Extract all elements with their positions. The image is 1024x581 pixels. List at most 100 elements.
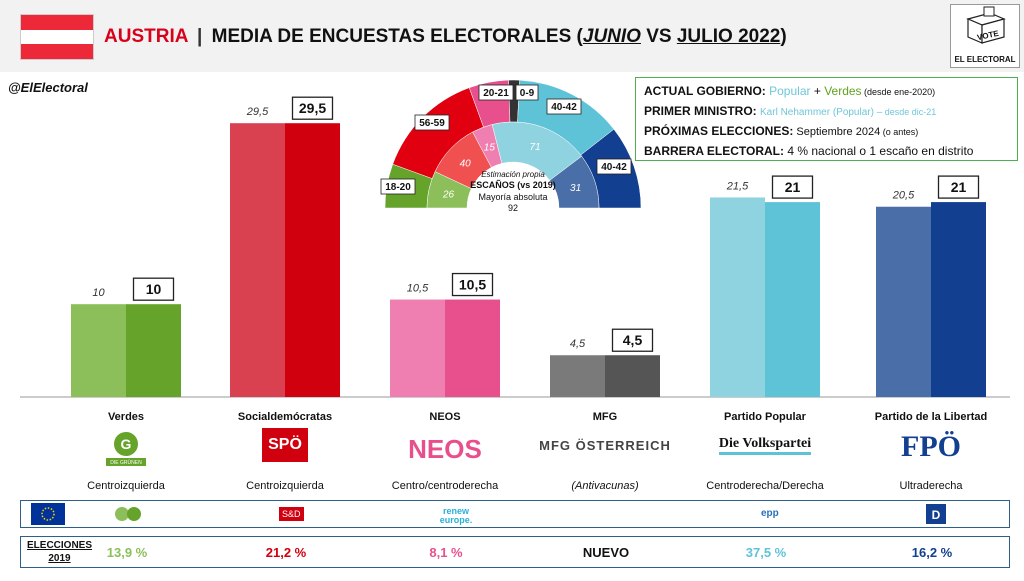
svg-text:G: G xyxy=(121,436,132,452)
result-fpo: 16,2 % xyxy=(911,545,953,560)
next-election-note: (o antes) xyxy=(880,127,919,137)
logo-die-grunen: G DIE GRÜNEN xyxy=(56,430,196,470)
svg-text:D: D xyxy=(932,508,941,522)
hemicycle-inner-label-3: 71 xyxy=(529,142,540,153)
ideology-spo: Centroizquierda xyxy=(246,480,324,492)
pm-since: desde dic-21 xyxy=(882,107,937,117)
bar-junio-4 xyxy=(710,197,765,397)
party-name-fpo: Partido de la Libertad xyxy=(874,411,988,423)
ideology-ovp: Centroderecha/Derecha xyxy=(706,480,824,492)
id-group-icon: D xyxy=(926,504,946,526)
ideology-fpo: Ultraderecha xyxy=(899,480,963,492)
label-box-julio-5 xyxy=(937,175,980,199)
hemicycle-label-box-1 xyxy=(414,114,450,131)
eu-groups-row: S&D renew europe. epp D xyxy=(20,500,1010,528)
title-main: MEDIA DE ENCUESTAS ELECTORALES ( xyxy=(211,26,583,47)
hemicycle-label-box-3 xyxy=(515,84,539,101)
ideology-neos: Centro/centroderecha xyxy=(391,480,499,492)
gov-popular: Popular xyxy=(769,84,811,98)
label-box-julio-3 xyxy=(611,328,654,352)
title-julio: JULIO 2022 xyxy=(676,26,781,47)
hemicycle-outer-label-2: 20-21 xyxy=(483,88,509,99)
label-junio-5: 20,5 xyxy=(892,190,915,202)
svg-text:DIE GRÜNEN: DIE GRÜNEN xyxy=(110,459,142,466)
twitter-handle: @ElElectoral xyxy=(8,80,88,95)
party-name-ovp: Partido Popular xyxy=(724,411,806,423)
hemicycle-label-box-0 xyxy=(380,178,416,195)
label-junio-0: 10 xyxy=(92,287,105,299)
hemicycle-outer-label-4: 40-42 xyxy=(551,102,577,113)
gov-since: (desde ene-2020) xyxy=(861,87,936,97)
hemicycle-outer-label-3: 0-9 xyxy=(520,88,535,99)
title-separator: | xyxy=(197,26,203,47)
logo-volkspartei: Die Volkspartei xyxy=(695,430,835,470)
party-name-neos: NEOS xyxy=(429,411,461,423)
hemicycle-outer-label-0: 18-20 xyxy=(385,182,411,193)
hemicycle-outer-label-1: 56-59 xyxy=(419,118,445,129)
ballot-box-icon xyxy=(966,6,1006,44)
logo-spo: SPÖ xyxy=(215,428,355,470)
bar-junio-1 xyxy=(230,123,285,397)
label-box-julio-1 xyxy=(291,96,334,120)
logo-fpo: FPÖ xyxy=(901,430,961,463)
result-neos: 8,1 % xyxy=(429,545,463,560)
label-julio-4: 21 xyxy=(785,179,801,195)
hemicycle-subtitle: Estimación propia xyxy=(481,170,545,179)
hemicycle-majority-label: Mayoría absoluta xyxy=(478,192,548,202)
header-band: AUSTRIA | MEDIA DE ENCUESTAS ELECTORALES… xyxy=(0,0,1024,72)
bar-julio-4 xyxy=(765,202,820,397)
hemicycle-inner-4 xyxy=(549,155,600,209)
hemicycle-inner-label-2: 15 xyxy=(484,142,496,153)
bar-julio-2 xyxy=(445,299,500,397)
hemicycle-label-box-2 xyxy=(478,84,514,101)
hemicycle-outer-label-5: 40-42 xyxy=(601,162,627,173)
el-electoral-logo: VOTE EL ELECTORAL xyxy=(950,4,1020,68)
ideology-verdes: Centroizquierda xyxy=(87,480,165,492)
sd-group-badge: S&D xyxy=(279,507,304,521)
hemicycle-chart: 26 40 15 71 31 18-20 56-59 20-21 0-9 40-42 40-42 xyxy=(380,79,642,209)
bar-julio-0 xyxy=(126,304,181,397)
result-spo: 21,2 % xyxy=(265,545,307,560)
label-junio-2: 10,5 xyxy=(407,283,429,295)
results-2019-row: ELECCIONES 2019 13,9 % 21,2 % 8,1 % NUEVO… xyxy=(20,536,1010,568)
info-box: ACTUAL GOBIERNO: Popular + Verdes (desde… xyxy=(635,77,1018,161)
title-close: ) xyxy=(780,26,787,47)
label-julio-0: 10 xyxy=(146,281,162,297)
results-label: ELECCIONES 2019 xyxy=(27,540,93,564)
label-junio-4: 21,5 xyxy=(726,180,749,192)
hemicycle-title: ESCAÑOS (vs 2019) xyxy=(470,180,556,190)
title-vs: VS xyxy=(640,26,677,47)
eu-flag-icon xyxy=(31,503,65,527)
label-julio-2: 10,5 xyxy=(459,277,486,293)
hemicycle-inner-label-4: 31 xyxy=(570,183,581,194)
gov-plus: + xyxy=(810,84,825,98)
barrier-label: BARRERA ELECTORAL: xyxy=(644,144,784,158)
title-junio: JUNIO xyxy=(582,26,641,47)
label-julio-3: 4,5 xyxy=(623,332,643,348)
pm-value: Karl Nehammer (Popular) – xyxy=(760,107,883,118)
title-country: AUSTRIA xyxy=(104,26,188,47)
label-box-julio-2 xyxy=(451,272,494,297)
label-julio-1: 29,5 xyxy=(299,100,326,116)
bar-junio-2 xyxy=(390,299,445,397)
pm-label: PRIMER MINISTRO: xyxy=(644,104,757,118)
result-verdes: 13,9 % xyxy=(106,545,148,560)
result-mfg: NUEVO xyxy=(582,545,630,560)
brand-name: EL ELECTORAL xyxy=(954,55,1016,64)
logo-neos: NEOS xyxy=(408,434,482,464)
bar-julio-3 xyxy=(605,355,660,397)
logo-mfg: MFG ÖSTERREICH xyxy=(539,438,671,453)
gov-label: ACTUAL GOBIERNO: xyxy=(644,84,766,98)
party-name-spo: Socialdemócratas xyxy=(237,411,333,423)
barrier-value: 4 % nacional o 1 escaño en distrito xyxy=(784,144,974,158)
bar-junio-3 xyxy=(550,355,605,397)
next-election-label: PRÓXIMAS ELECCIONES: xyxy=(644,124,794,138)
party-name-verdes: Verdes xyxy=(107,411,145,423)
party-name-mfg: MFG xyxy=(592,411,618,423)
bar-junio-5 xyxy=(876,206,931,397)
next-election-value: Septiembre 2024 xyxy=(793,126,881,138)
bar-julio-5 xyxy=(931,202,986,397)
hemicycle-inner-label-1: 40 xyxy=(460,159,472,170)
hemicycle-majority-value: 92 xyxy=(507,203,518,213)
